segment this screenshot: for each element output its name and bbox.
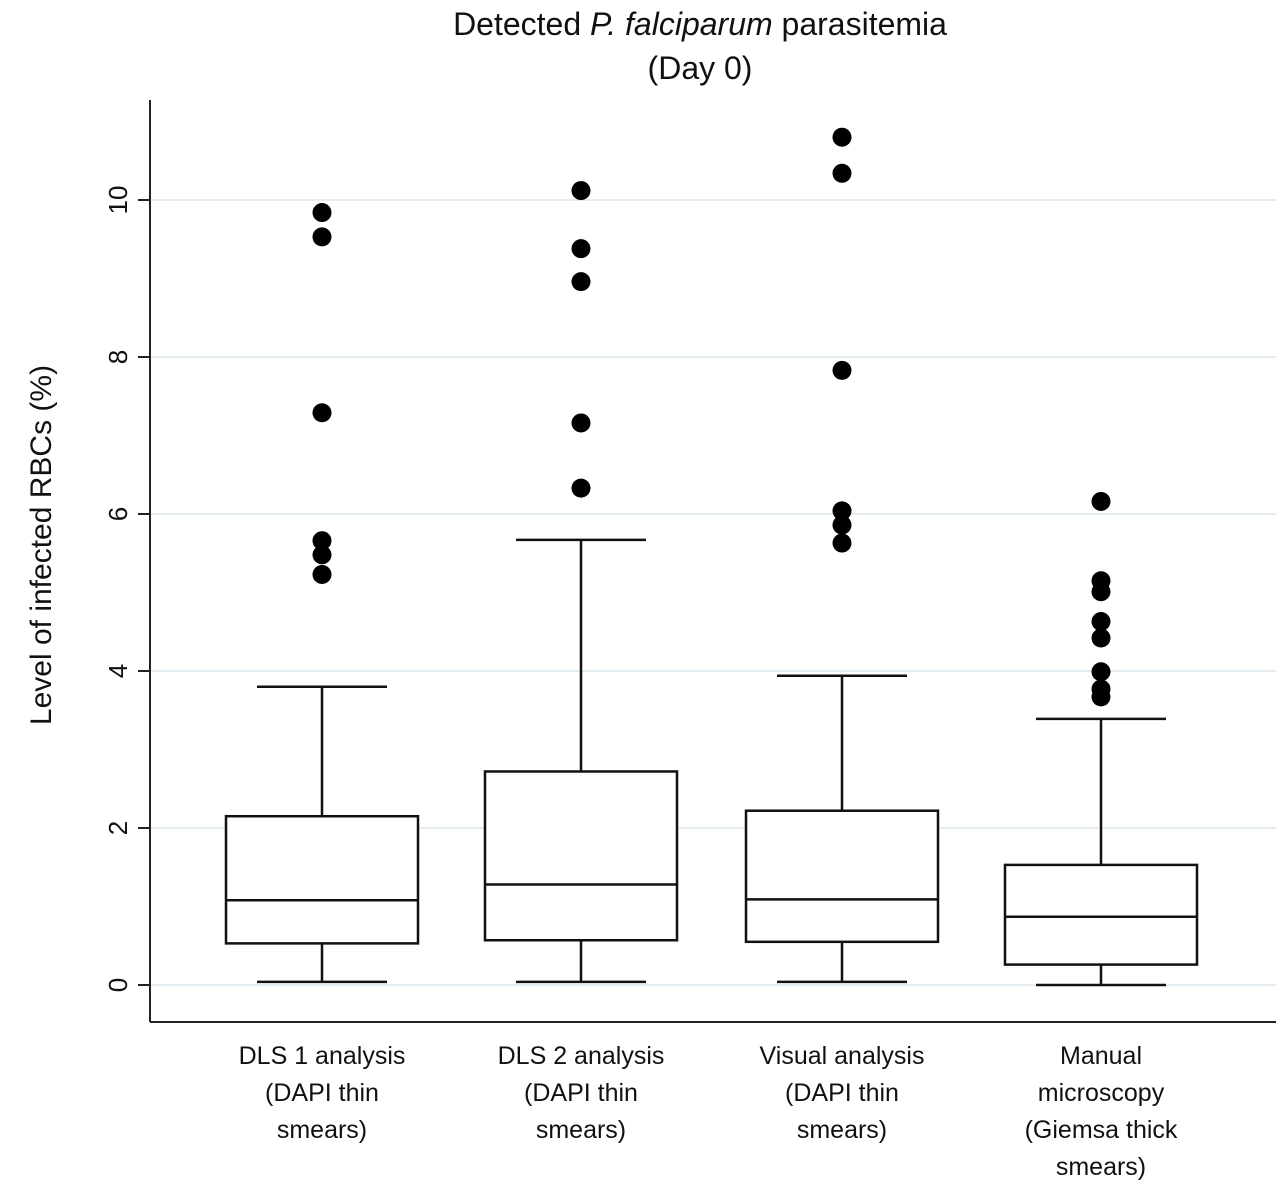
box-1-outlier-2 bbox=[312, 545, 332, 565]
title-italic: P. falciparum bbox=[590, 6, 773, 42]
box-3-outlier-3 bbox=[832, 501, 852, 521]
box-2-outlier-1 bbox=[571, 478, 591, 498]
box-4-outlier-5 bbox=[1091, 612, 1111, 632]
category-label-4-line-4: smears) bbox=[1055, 1153, 1147, 1181]
box-1-outlier-6 bbox=[312, 203, 332, 223]
category-label-4-line-3: (Giemsa thick bbox=[1024, 1116, 1178, 1144]
title-line-2: (Day 0) bbox=[647, 50, 753, 86]
box-1-outlier-4 bbox=[312, 403, 332, 423]
title-prefix: Detected bbox=[453, 6, 591, 42]
box-3-outlier-2 bbox=[832, 515, 852, 535]
box-2-outlier-4 bbox=[571, 239, 591, 259]
category-label-2: DLS 2 analysis (DAPI thin smears) bbox=[498, 1038, 665, 1149]
category-label-1-line-3: smears) bbox=[276, 1116, 368, 1144]
category-label-3: Visual analysis (DAPI thin smears) bbox=[760, 1038, 925, 1149]
chart-title: Detected P. falciparum parasitemia (Day … bbox=[0, 2, 1280, 90]
box-1-outlier-5 bbox=[312, 227, 332, 247]
box-4-outlier-3 bbox=[1091, 662, 1111, 682]
box-2-outlier-2 bbox=[571, 413, 591, 433]
box-3-iqr bbox=[744, 809, 940, 944]
box-1-iqr bbox=[224, 814, 420, 945]
box-4-outlier-7 bbox=[1091, 571, 1111, 591]
category-label-3-line-3: smears) bbox=[796, 1116, 888, 1144]
box-4-outlier-8 bbox=[1091, 491, 1111, 511]
box-1-outlier-1 bbox=[312, 564, 332, 584]
category-label-3-line-2: (DAPI thin bbox=[785, 1079, 899, 1107]
box-2-iqr bbox=[483, 770, 679, 942]
category-label-2-line-2: (DAPI thin bbox=[524, 1079, 638, 1107]
title-line-1: Detected P. falciparum parasitemia bbox=[0, 2, 1280, 46]
category-label-4-line-2: microscopy bbox=[1037, 1079, 1165, 1107]
box-4-iqr bbox=[1003, 863, 1199, 966]
y-tick-label-10: 10 bbox=[103, 186, 133, 215]
y-tick-label-6: 6 bbox=[103, 507, 133, 521]
y-tick-label-4: 4 bbox=[103, 664, 133, 678]
category-label-1-line-2: (DAPI thin bbox=[265, 1079, 379, 1107]
box-1-outlier-3 bbox=[312, 531, 332, 551]
category-label-4: Manual microscopy (Giemsa thick smears) bbox=[1025, 1038, 1178, 1186]
y-tick-label-2: 2 bbox=[103, 821, 133, 835]
box-3-outlier-5 bbox=[832, 163, 852, 183]
title-suffix: parasitemia bbox=[772, 6, 947, 42]
category-label-3-line-1: Visual analysis bbox=[759, 1042, 925, 1070]
y-tick-label-8: 8 bbox=[103, 350, 133, 364]
box-4-outlier-4 bbox=[1091, 628, 1111, 648]
box-3-outlier-4 bbox=[832, 360, 852, 380]
category-label-2-line-3: smears) bbox=[535, 1116, 627, 1144]
box-2-outlier-5 bbox=[571, 181, 591, 201]
box-4-outlier-2 bbox=[1091, 679, 1111, 699]
category-label-4-line-1: Manual bbox=[1060, 1042, 1142, 1070]
box-3-outlier-6 bbox=[832, 127, 852, 147]
category-label-1-line-1: DLS 1 analysis bbox=[238, 1042, 406, 1070]
box-3-outlier-1 bbox=[832, 533, 852, 553]
category-label-2-line-1: DLS 2 analysis bbox=[497, 1042, 665, 1070]
category-label-1: DLS 1 analysis (DAPI thin smears) bbox=[239, 1038, 406, 1149]
box-2-outlier-3 bbox=[571, 272, 591, 292]
y-tick-label-0: 0 bbox=[103, 978, 133, 992]
